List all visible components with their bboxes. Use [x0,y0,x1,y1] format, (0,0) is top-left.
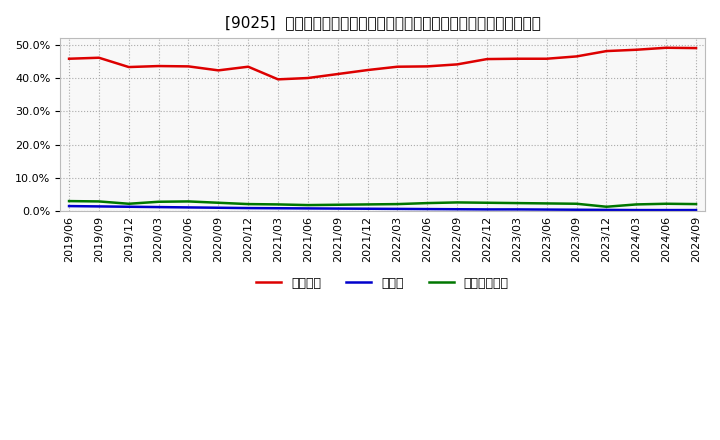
自己資本 [154,63,163,69]
のれん [244,205,253,211]
繰延税金資産 [572,201,581,206]
自己資本 [542,56,551,61]
のれん [393,206,402,212]
自己資本 [184,64,193,69]
のれん [364,206,372,211]
のれん [542,207,551,212]
のれん [214,205,222,210]
自己資本 [692,45,701,51]
繰延税金資産 [274,202,282,207]
繰延税金資産 [304,202,312,208]
自己資本 [572,54,581,59]
自己資本 [602,48,611,54]
繰延税金資産 [65,198,73,204]
のれん [632,207,641,213]
繰延税金資産 [184,199,193,204]
自己資本 [632,47,641,52]
のれん [692,207,701,213]
のれん [423,206,432,212]
繰延税金資産 [214,200,222,205]
自己資本 [513,56,521,61]
繰延税金資産 [364,202,372,207]
Line: のれん: のれん [69,206,696,210]
のれん [513,207,521,212]
繰延税金資産 [482,200,491,205]
自己資本 [274,77,282,82]
のれん [154,205,163,210]
自己資本 [125,64,133,70]
のれん [572,207,581,213]
自己資本 [482,56,491,62]
繰延税金資産 [154,199,163,205]
繰延税金資産 [393,202,402,207]
自己資本 [94,55,103,60]
自己資本 [65,56,73,61]
のれん [602,207,611,213]
繰延税金資産 [423,201,432,206]
繰延税金資産 [333,202,342,207]
自己資本 [453,62,462,67]
自己資本 [662,45,670,51]
自己資本 [244,64,253,70]
自己資本 [393,64,402,70]
繰延税金資産 [542,201,551,206]
繰延税金資産 [453,200,462,205]
自己資本 [364,67,372,73]
のれん [453,207,462,212]
繰延税金資産 [125,201,133,206]
のれん [333,206,342,211]
繰延税金資産 [244,202,253,207]
繰延税金資産 [94,199,103,204]
Title: [9025]  自己資本、のれん、繰延税金資産の総資産に対する比率の推移: [9025] 自己資本、のれん、繰延税金資産の総資産に対する比率の推移 [225,15,541,30]
繰延税金資産 [662,201,670,206]
自己資本 [423,64,432,69]
のれん [125,204,133,209]
Line: 繰延税金資産: 繰延税金資産 [69,201,696,207]
のれん [274,205,282,211]
繰延税金資産 [602,204,611,209]
Legend: 自己資本, のれん, 繰延税金資産: 自己資本, のれん, 繰延税金資産 [251,272,514,295]
自己資本 [304,75,312,81]
自己資本 [214,68,222,73]
自己資本 [333,71,342,77]
繰延税金資産 [632,202,641,207]
のれん [482,207,491,212]
のれん [65,203,73,209]
繰延税金資産 [513,201,521,206]
のれん [94,204,103,209]
のれん [184,205,193,210]
のれん [304,206,312,211]
繰延税金資産 [692,202,701,207]
Line: 自己資本: 自己資本 [69,48,696,79]
のれん [662,207,670,213]
